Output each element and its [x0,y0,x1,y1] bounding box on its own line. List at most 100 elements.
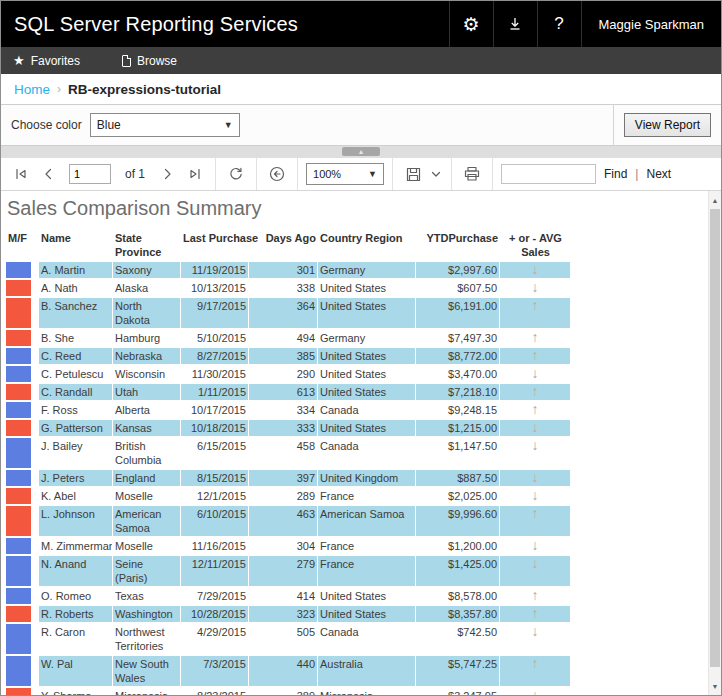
cell-state: Kansas [113,420,181,436]
table-row: O. RomeoTexas7/29/2015414United States$8… [6,588,571,604]
save-export-button[interactable] [401,162,425,186]
cell-country: France [318,538,416,554]
cell-ytd: $2,997.60 [416,262,500,278]
trend-down-arrow-icon: ↓ [532,262,539,277]
download-icon [507,16,523,32]
chevron-down-icon: ▼ [368,169,377,179]
cell-days-ago: 304 [249,538,318,554]
cell-trend: ↑ [500,330,571,346]
trend-down-arrow-icon: ↓ [532,556,539,571]
table-row: M. ZimmermanMoselle11/16/2015304France$1… [6,538,571,554]
trend-down-arrow-icon: ↓ [532,280,539,295]
cell-ytd: $2,025.00 [416,488,500,504]
color-select-value: Blue [97,118,121,132]
trend-down-arrow-icon: ↓ [532,420,539,435]
trend-down-arrow-icon: ↓ [532,438,539,453]
mf-color-box-blue [6,366,31,382]
cell-ytd: $887.50 [416,470,500,486]
table-row: J. PetersEngland8/15/2015397United Kingd… [6,470,571,486]
zoom-select[interactable]: 100% ▼ [306,163,384,185]
cell-days-ago: 323 [249,606,318,622]
cell-country: United States [318,588,416,604]
cell-name: A. Nath [39,280,113,296]
cell-last-purchase: 11/19/2015 [181,262,249,278]
cell-country: Canada [318,402,416,418]
find-input[interactable] [501,164,596,184]
breadcrumb-home-link[interactable]: Home [14,82,50,97]
cell-ytd: $9,248.15 [416,402,500,418]
cell-country: American Samoa [318,506,416,536]
cell-country: Micronesia [318,688,416,695]
mf-color-box-blue [6,402,31,418]
view-report-button[interactable]: View Report [624,113,711,137]
collapse-parameters-handle[interactable]: ▲ [342,147,380,156]
next-page-button[interactable] [155,162,179,186]
trend-up-arrow-icon: ↑ [532,298,539,313]
settings-button[interactable]: ⚙ [449,1,493,47]
tab-favorites[interactable]: ★ Favorites [1,47,92,74]
vertical-scrollbar[interactable]: ▲ ▼ [708,191,721,695]
cell-last-purchase: 4/29/2015 [181,624,249,654]
tab-browse[interactable]: Browse [110,47,189,74]
cell-name: C. Randall [39,384,113,400]
trend-up-arrow-icon: ↑ [532,384,539,399]
save-dropdown-button[interactable] [429,162,443,186]
first-page-button[interactable] [9,162,33,186]
cell-mf [6,438,39,468]
scroll-up-icon[interactable]: ▲ [709,193,721,207]
mf-color-box-red [6,488,31,504]
trend-up-arrow-icon: ↑ [532,402,539,417]
cell-state: Alaska [113,280,181,296]
parameter-splitter: ▲ [1,146,721,158]
color-select[interactable]: Blue ▼ [90,113,240,137]
cell-mf [6,280,39,296]
cell-country: France [318,488,416,504]
cell-country: United States [318,366,416,382]
table-row: A. MartinSaxony11/19/2015301Germany$2,99… [6,262,571,278]
cell-name: N. Anand [39,556,113,586]
cell-country: United States [318,420,416,436]
cell-name: A. Martin [39,262,113,278]
cell-trend: ↓ [500,538,571,554]
cell-mf [6,688,39,695]
last-page-button[interactable] [183,162,207,186]
back-button[interactable] [265,162,289,186]
cell-state: England [113,470,181,486]
sales-comparison-table: M/F Name State Province Last Purchase Da… [6,228,571,695]
cell-last-purchase: 10/28/2015 [181,606,249,622]
refresh-button[interactable] [224,162,248,186]
breadcrumb-separator: › [57,82,61,96]
scroll-down-icon[interactable]: ▼ [709,679,721,693]
mf-color-box-blue [6,624,31,654]
previous-page-button[interactable] [37,162,61,186]
print-group [452,158,492,190]
cell-ytd: $1,425.00 [416,556,500,586]
page-number-input[interactable] [69,164,111,184]
trend-up-arrow-icon: ↑ [532,606,539,621]
cell-days-ago: 289 [249,488,318,504]
choose-color-label: Choose color [11,118,82,132]
user-menu[interactable]: Maggie Sparkman [581,1,722,47]
cell-trend: ↓ [500,488,571,504]
download-button[interactable] [493,1,537,47]
cell-ytd: $7,218.10 [416,384,500,400]
cell-state: British Columbia [113,438,181,468]
pager-group: of 1 [1,158,215,190]
help-button[interactable]: ? [537,1,581,47]
cell-trend: ↑ [500,588,571,604]
cell-trend: ↑ [500,384,571,400]
cell-days-ago: 334 [249,402,318,418]
find-group: Find | Next [493,158,683,190]
cell-country: United States [318,348,416,364]
cell-country: United States [318,384,416,400]
cell-name: G. Patterson [39,420,113,436]
find-link[interactable]: Find [604,167,627,181]
cell-mf [6,298,39,328]
refresh-icon [227,165,245,183]
scrollbar-thumb[interactable] [710,209,720,667]
trend-down-arrow-icon: ↓ [532,488,539,503]
cell-trend: ↑ [500,656,571,686]
print-button[interactable] [460,162,484,186]
mf-color-box-red [6,506,31,536]
next-link[interactable]: Next [646,167,671,181]
